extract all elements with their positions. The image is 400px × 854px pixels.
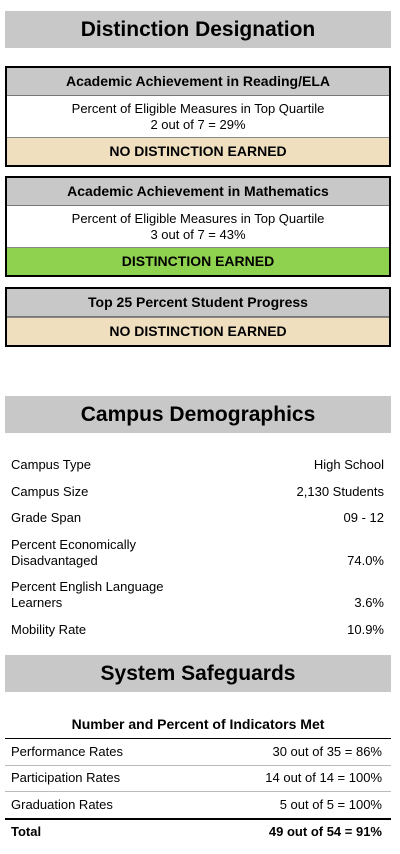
safeguards-label: Performance Rates	[11, 744, 123, 759]
total-divider	[5, 818, 391, 820]
safeguards-value: 14 out of 14 = 100%	[265, 770, 382, 785]
distinction-box-progress: Top 25 Percent Student Progress NO DISTI…	[5, 287, 391, 347]
demographics-label: Percent English Language Learners	[11, 579, 164, 610]
demographics-value: 3.6%	[354, 595, 384, 610]
demographics-row: Campus Type High School	[11, 457, 384, 473]
distinction-box-heading: Academic Achievement in Mathematics	[7, 178, 389, 206]
demographics-row: Percent English Language Learners 3.6%	[11, 579, 384, 611]
safeguards-total-value: 49 out of 54 = 91%	[268, 824, 382, 839]
distinction-status: NO DISTINCTION EARNED	[7, 317, 389, 345]
demographics-row: Grade Span 09 - 12	[11, 510, 384, 526]
demographics-value: 09 - 12	[343, 510, 384, 525]
safeguards-label: Participation Rates	[11, 770, 121, 785]
demographics-row: Percent Economically Disadvantaged 74.0%	[11, 537, 384, 569]
safeguards-value: 30 out of 35 = 86%	[272, 744, 382, 759]
distinction-box-heading: Academic Achievement in Reading/ELA	[7, 68, 389, 96]
safeguards-label: Graduation Rates	[11, 797, 113, 812]
demographics-label: Campus Type	[11, 457, 91, 472]
demographics-value: 2,130 Students	[296, 484, 384, 499]
safeguards-value: 5 out of 5 = 100%	[279, 797, 382, 812]
distinction-box-body: Percent of Eligible Measures in Top Quar…	[7, 206, 389, 247]
safeguards-total-label: Total	[11, 824, 42, 839]
distinction-measure-label: Percent of Eligible Measures in Top Quar…	[71, 211, 325, 226]
divider	[5, 791, 391, 792]
demographics-label: Campus Size	[11, 484, 89, 499]
distinction-box-math: Academic Achievement in Mathematics Perc…	[5, 176, 391, 277]
safeguards-row: Graduation Rates 5 out of 5 = 100%	[11, 797, 382, 813]
demographics-title: Campus Demographics	[5, 396, 391, 433]
demographics-value: 74.0%	[347, 553, 384, 568]
distinction-measure-value: 2 out of 7 = 29%	[150, 117, 246, 132]
safeguards-row: Performance Rates 30 out of 35 = 86%	[11, 744, 382, 760]
distinction-status: DISTINCTION EARNED	[7, 247, 389, 275]
distinction-measure-value: 3 out of 7 = 43%	[150, 227, 246, 242]
safeguards-table-heading: Number and Percent of Indicators Met	[5, 716, 391, 739]
demographics-value: 10.9%	[347, 622, 384, 637]
demographics-value: High School	[313, 457, 384, 472]
demographics-row: Campus Size 2,130 Students	[11, 484, 384, 500]
divider	[5, 765, 391, 766]
demographics-row: Mobility Rate 10.9%	[11, 622, 384, 638]
distinction-box-reading: Academic Achievement in Reading/ELA Perc…	[5, 66, 391, 167]
distinction-title: Distinction Designation	[5, 11, 391, 48]
safeguards-total-row: Total 49 out of 54 = 91%	[11, 824, 382, 840]
safeguards-row: Participation Rates 14 out of 14 = 100%	[11, 770, 382, 786]
distinction-box-body: Percent of Eligible Measures in Top Quar…	[7, 96, 389, 137]
distinction-box-heading: Top 25 Percent Student Progress	[7, 289, 389, 317]
demographics-label: Grade Span	[11, 510, 82, 525]
distinction-status: NO DISTINCTION EARNED	[7, 137, 389, 165]
distinction-measure-label: Percent of Eligible Measures in Top Quar…	[71, 101, 325, 116]
demographics-label: Mobility Rate	[11, 622, 87, 637]
safeguards-title: System Safeguards	[5, 655, 391, 692]
demographics-label: Percent Economically Disadvantaged	[11, 537, 136, 568]
